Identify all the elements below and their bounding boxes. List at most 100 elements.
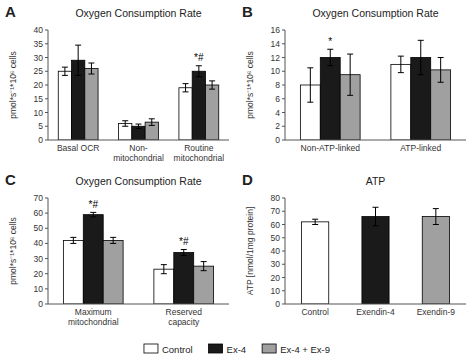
error-bar-stem xyxy=(350,54,351,95)
error-bar-stem xyxy=(420,40,421,74)
y-tick-label: 35 xyxy=(34,39,44,49)
panel-label: D xyxy=(242,171,253,188)
y-tick-label: 0 xyxy=(38,299,43,309)
error-bar-stem xyxy=(151,119,152,126)
error-bar-cap xyxy=(201,270,207,271)
x-tick-label-line: Exendin-9 xyxy=(417,307,456,317)
y-axis-label: pmol*s⁻¹*10⁶ cells xyxy=(8,217,18,284)
error-bar-stem xyxy=(78,45,79,75)
error-bar-cap xyxy=(418,74,424,75)
error-bar-cap xyxy=(70,237,76,238)
error-bar xyxy=(327,49,333,66)
y-tick-label: 50 xyxy=(271,233,281,243)
error-bar-cap xyxy=(438,57,444,58)
y-tick-label: 0 xyxy=(38,135,43,145)
y-tick-label: 4 xyxy=(275,108,280,118)
error-bar xyxy=(433,209,439,225)
bar xyxy=(63,240,83,304)
error-bar xyxy=(183,84,189,92)
error-bar xyxy=(88,63,94,74)
y-tick-label: 60 xyxy=(34,208,44,218)
error-bar-stem xyxy=(203,262,204,271)
bar xyxy=(154,269,174,304)
x-tick-label: Maximummitochondrial xyxy=(68,307,119,327)
figure: A Oxygen Consumption Rate pmol*s⁻¹*10⁶ cel… xyxy=(0,0,474,361)
y-tick-label: 12 xyxy=(271,53,281,63)
error-bar xyxy=(347,54,353,95)
x-tick-label-line: Non-ATP-linked xyxy=(301,143,361,153)
y-tick-label: 10 xyxy=(271,66,281,76)
error-bar-cap xyxy=(196,65,202,66)
error-bar-cap xyxy=(161,264,167,265)
legend: ControlEx-4Ex-4 + Ex-9 xyxy=(144,344,330,355)
error-bar xyxy=(201,262,207,271)
error-bar-cap xyxy=(110,243,116,244)
error-bar-stem xyxy=(400,56,401,73)
bar xyxy=(194,266,214,304)
y-tick-label: 30 xyxy=(34,53,44,63)
marks xyxy=(302,207,450,304)
x-tick-label-line: Reserved xyxy=(166,307,203,317)
error-bar-cap xyxy=(181,249,187,250)
error-bar-stem xyxy=(163,265,164,274)
y-tick-label: 0 xyxy=(275,299,280,309)
panel: AOxygen Consumption Ratepmol*s⁻¹*10⁶ cel… xyxy=(5,3,229,163)
bar xyxy=(174,253,194,304)
error-bar-stem xyxy=(330,49,331,66)
x-tick-label: Non-mitochondrial xyxy=(113,143,164,163)
x-tick-label-line: Exendin-4 xyxy=(356,307,395,317)
x-axis-line xyxy=(48,304,229,305)
error-bar-stem xyxy=(310,68,311,102)
y-tick-label: 50 xyxy=(34,223,44,233)
panel-label: A xyxy=(5,3,16,20)
bar xyxy=(302,222,329,304)
error-bar-stem xyxy=(198,66,199,77)
error-bar xyxy=(312,219,318,224)
error-bar-cap xyxy=(347,54,353,55)
error-bar-cap xyxy=(398,56,404,57)
x-tick-label-line: Non- xyxy=(129,143,148,153)
bar xyxy=(119,124,132,141)
error-bar-cap xyxy=(201,261,207,262)
y-axis-label: ATP [nmol/1mg protein] xyxy=(245,207,255,296)
y-tick-label: 2 xyxy=(275,121,280,131)
x-tick-label-line: mitochondrial xyxy=(174,153,225,163)
error-bar-stem xyxy=(64,67,65,75)
y-tick-label: 30 xyxy=(271,259,281,269)
panel: DATPATP [nmol/1mg protein]01020304050607… xyxy=(242,171,466,317)
error-bar-stem xyxy=(125,121,126,127)
y-tick-label: 20 xyxy=(271,273,281,283)
error-bar-cap xyxy=(418,40,424,41)
error-bar-cap xyxy=(181,255,187,256)
y-tick-label: 16 xyxy=(271,25,281,35)
marks xyxy=(58,45,218,140)
error-bar-cap xyxy=(136,124,142,125)
x-tick-label-line: ATP-linked xyxy=(400,143,441,153)
error-bar-cap xyxy=(373,225,379,226)
y-axis-line xyxy=(285,198,286,304)
legend-label: Ex-4 + Ex-9 xyxy=(280,344,330,355)
error-bar xyxy=(70,237,76,243)
bar xyxy=(205,85,218,140)
error-bar-cap xyxy=(70,243,76,244)
x-tick-label: Exendin-9 xyxy=(417,307,456,317)
error-bar xyxy=(110,237,116,243)
x-axis-line xyxy=(285,304,466,305)
error-bar-cap xyxy=(88,63,94,64)
title: Oxygen Consumption Rate xyxy=(75,175,201,187)
error-bar-stem xyxy=(91,63,92,74)
title: ATP xyxy=(366,175,386,187)
error-bar xyxy=(373,207,379,226)
error-bar xyxy=(438,58,444,83)
error-bar-cap xyxy=(307,102,313,103)
bar xyxy=(391,64,411,140)
error-bar-cap xyxy=(433,224,439,225)
x-tick-label-line: Basal OCR xyxy=(57,143,100,153)
bar xyxy=(58,71,71,140)
error-bar xyxy=(209,81,215,89)
y-tick-label: 60 xyxy=(271,220,281,230)
y-tick-label: 10 xyxy=(34,284,44,294)
x-tick-label-line: Maximum xyxy=(75,307,112,317)
error-bar-cap xyxy=(183,83,189,84)
error-bar-cap xyxy=(88,74,94,75)
